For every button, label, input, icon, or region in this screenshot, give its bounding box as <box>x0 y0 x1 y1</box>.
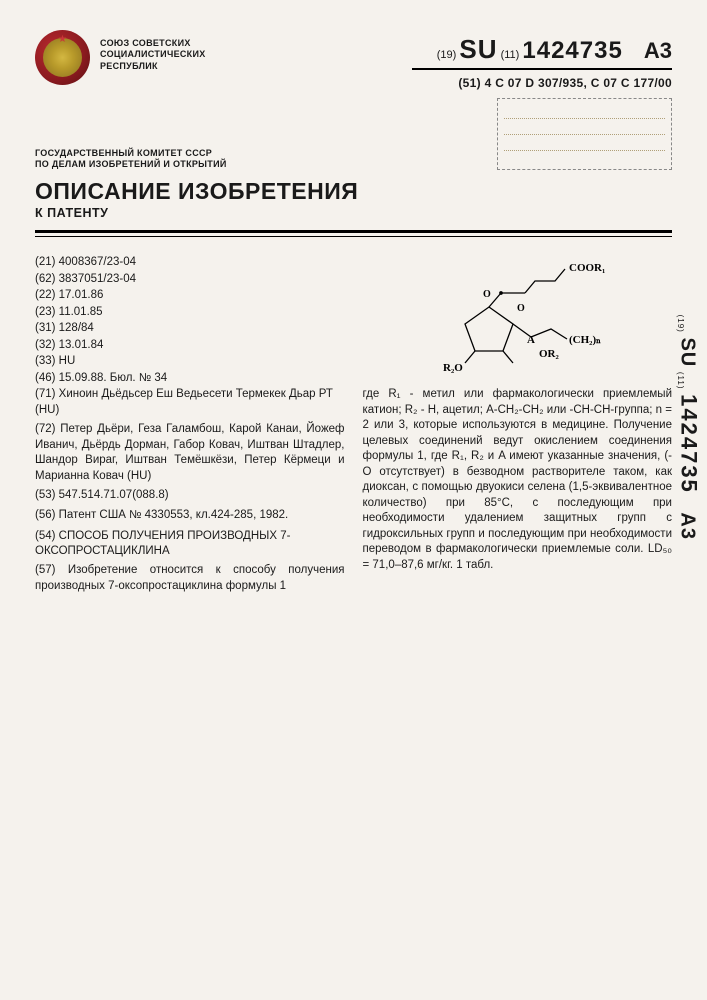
field-62: (62) 3837051/23-04 <box>35 272 345 288</box>
field-54: (54) СПОСОБ ПОЛУЧЕНИЯ ПРОИЗВОДНЫХ 7-ОКСО… <box>35 529 345 559</box>
svg-text:O: O <box>483 289 491 300</box>
inid-19: (19) <box>437 49 457 61</box>
side-kind: A3 <box>676 512 698 540</box>
formula-coor: COOR₁ <box>569 262 605 274</box>
formula-a: A <box>527 334 535 346</box>
formula-r2o: R₂O <box>443 362 463 374</box>
side-number: 1424735 <box>676 394 701 494</box>
pub-underline <box>412 68 672 70</box>
committee-name: ГОСУДАРСТВЕННЫЙ КОМИТЕТ СССР ПО ДЕЛАМ ИЗ… <box>35 148 227 171</box>
ussr-emblem <box>35 30 90 85</box>
ipc-line: (51) 4 C 07 D 307/935, C 07 C 177/00 <box>412 76 672 90</box>
side-publication-code: (19) SU (11) 1424735 A3 <box>675 315 701 540</box>
abstract-right: где R₁ - метил или фармакологически прие… <box>363 387 673 573</box>
ussr-line: РЕСПУБЛИК <box>100 61 206 72</box>
rule-thick <box>35 230 672 233</box>
inid-11: (11) <box>501 49 520 61</box>
publication-code-block: (19) SU (11) 1424735 A3 (51) 4 C 07 D 30… <box>412 30 672 90</box>
ussr-line: СОЮЗ СОВЕТСКИХ <box>100 38 206 49</box>
svg-text:O: O <box>517 303 525 314</box>
inid-51: (51) 4 <box>458 76 491 90</box>
field-72: (72) Петер Дьёри, Геза Галамбош, Карой К… <box>35 422 345 484</box>
formula-or2: OR₂ <box>539 348 560 360</box>
committee-line: ГОСУДАРСТВЕННЫЙ КОМИТЕТ СССР <box>35 148 227 159</box>
field-57-left: (57) Изобретение относится к способу пол… <box>35 563 345 594</box>
right-column: COOR₁ (CH₂)ₙ R₂O A OR₂ O O где R₁ - мети… <box>363 255 673 594</box>
formula-chain: (CH₂)ₙ <box>569 334 601 346</box>
library-stamp <box>497 98 672 170</box>
ipc-codes: C 07 D 307/935, C 07 C 177/00 <box>495 76 672 90</box>
ussr-name: СОЮЗ СОВЕТСКИХ СОЦИАЛИСТИЧЕСКИХ РЕСПУБЛИ… <box>100 30 206 72</box>
field-46: (46) 15.09.88. Бюл. № 34 <box>35 371 345 387</box>
header-mid-row: ГОСУДАРСТВЕННЫЙ КОМИТЕТ СССР ПО ДЕЛАМ ИЗ… <box>35 98 672 170</box>
kind-code: A3 <box>644 38 672 63</box>
body-columns: (21) 4008367/23-04 (62) 3837051/23-04 (2… <box>35 255 672 594</box>
field-56: (56) Патент США № 4330553, кл.424-285, 1… <box>35 508 345 524</box>
ussr-line: СОЦИАЛИСТИЧЕСКИХ <box>100 49 206 60</box>
pub-line1: (19) SU (11) 1424735 A3 <box>412 34 672 65</box>
field-32: (32) 13.01.84 <box>35 338 345 354</box>
doc-title: ОПИСАНИЕ ИЗОБРЕТЕНИЯ <box>35 178 672 205</box>
pub-number: 1424735 <box>522 37 622 64</box>
field-23: (23) 11.01.85 <box>35 305 345 321</box>
field-22: (22) 17.01.86 <box>35 288 345 304</box>
header-top-row: СОЮЗ СОВЕТСКИХ СОЦИАЛИСТИЧЕСКИХ РЕСПУБЛИ… <box>35 30 672 90</box>
rule-thin <box>35 236 672 237</box>
chemical-structure: COOR₁ (CH₂)ₙ R₂O A OR₂ O O <box>363 259 673 379</box>
field-53: (53) 547.514.71.07(088.8) <box>35 488 345 504</box>
side-inid-19: (19) <box>675 315 684 333</box>
field-31: (31) 128/84 <box>35 321 345 337</box>
field-21: (21) 4008367/23-04 <box>35 255 345 271</box>
biblio-block: (21) 4008367/23-04 (62) 3837051/23-04 (2… <box>35 255 345 418</box>
left-column: (21) 4008367/23-04 (62) 3837051/23-04 (2… <box>35 255 345 594</box>
country-code: SU <box>459 34 497 64</box>
side-inid-11: (11) <box>675 372 684 390</box>
field-71: (71) Хиноин Дьёдьсер Еш Ведьесети Термек… <box>35 387 345 418</box>
side-country: SU <box>676 337 698 367</box>
document-title-block: ОПИСАНИЕ ИЗОБРЕТЕНИЯ К ПАТЕНТУ <box>35 178 672 220</box>
doc-subtitle: К ПАТЕНТУ <box>35 206 672 220</box>
field-33: (33) HU <box>35 354 345 370</box>
structure-svg: COOR₁ (CH₂)ₙ R₂O A OR₂ O O <box>417 259 617 379</box>
committee-line: ПО ДЕЛАМ ИЗОБРЕТЕНИЙ И ОТКРЫТИЙ <box>35 159 227 170</box>
